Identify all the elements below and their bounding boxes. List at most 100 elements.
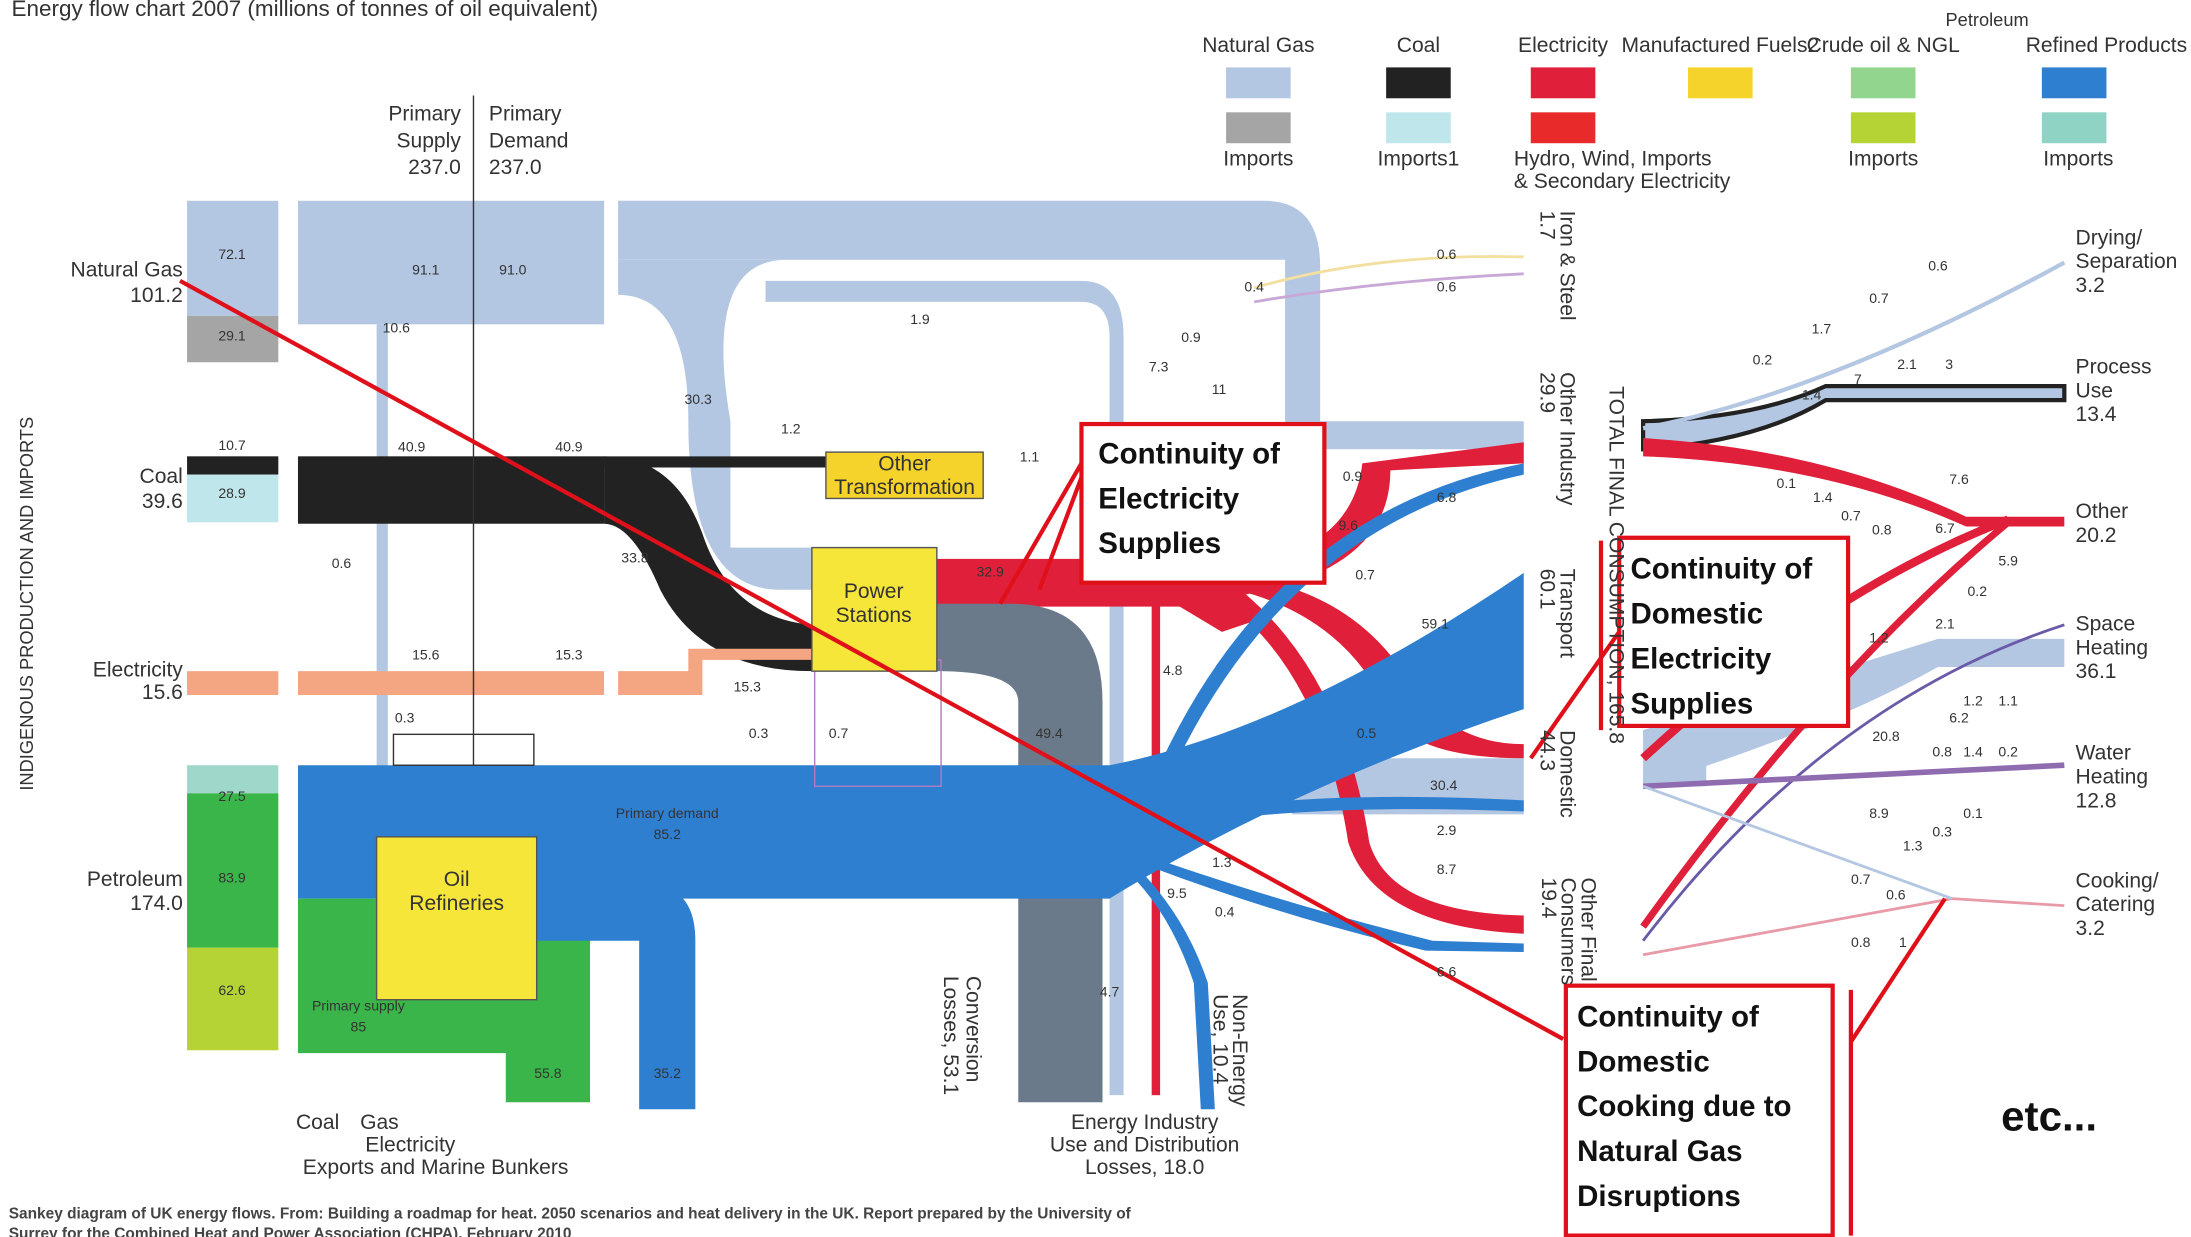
source-name: Natural Gas [71,259,183,282]
flow-label: 40.9 [555,439,583,455]
legend-label: Imports [1223,148,1293,171]
end-use-label: Drying/ [2076,226,2143,249]
legend-label: Electricity [1518,34,1609,57]
column-header: 237.0 [408,156,461,179]
flow-label: 15.3 [734,679,762,695]
nodes [375,451,984,1001]
flow-label: 1.4 [1963,743,1983,759]
flow-label: 0.5 [1357,725,1377,741]
flow-label: 15.3 [555,646,583,662]
flow-label: 85 [351,1018,367,1034]
source-part: 62.6 [218,982,246,998]
flow-label: 4.8 [1163,662,1183,678]
flow-label: 0.1 [1777,475,1797,491]
flow-label: 7.6 [1949,471,1969,487]
sector-label: Other Industry [1555,372,1578,506]
flow-label: 33.8 [621,550,649,566]
source-part: 29.1 [218,328,246,344]
flow-label: 0.6 [332,555,352,571]
legend-label: Refined Products [2026,34,2187,57]
end-use-label: Process [2076,355,2152,378]
flow-label: 1.3 [1903,837,1923,853]
node-label: Stations [836,604,912,627]
sector-label: 19.4 [1537,878,1560,919]
flow-label: 1.1 [1020,448,1040,464]
sector-label: 29.9 [1536,372,1559,413]
bottom-label: Exports and Marine Bunkers [303,1156,569,1179]
flow-label: 85.2 [654,826,682,842]
bottom-label: Non-Energy [1228,994,1251,1107]
flow-label: 6.2 [1949,710,1969,726]
callout-text: Continuity of [1577,1000,1759,1033]
flow-label: 0.6 [1928,257,1948,273]
source-total: 101.2 [130,284,183,307]
flow-label: 6.6 [1437,964,1457,980]
callout-text: Electricity [1630,642,1771,675]
source-total: 15.6 [142,681,183,704]
legend-label: Imports [1848,148,1918,171]
end-use-label: Heating [2076,636,2149,659]
flow-label: 0.7 [1355,566,1375,582]
flow-label: 0.3 [1932,823,1952,839]
source-part: 10.7 [218,437,246,453]
flow-label: 0.2 [1998,743,2018,759]
flow-label: 0.9 [1343,468,1363,484]
sector-label: Other Final [1576,878,1599,982]
end-use-label: Heating [2076,765,2149,788]
legend-label: Coal [1397,34,1440,57]
callout-lines [179,278,1947,1237]
flow-label: 40.9 [398,439,426,455]
bottom-label: Losses, 53.1 [939,976,962,1095]
callout-text: Natural Gas [1577,1135,1742,1168]
flow-label: 0.2 [1968,583,1988,599]
flow-label: 0.3 [395,710,415,726]
flow-label: 1.2 [1963,693,1983,709]
bottom-label: Gas [360,1111,399,1134]
sector-label: 44.3 [1536,730,1559,771]
flow-label: 2.1 [1897,356,1917,372]
callout-text: Supplies [1098,527,1221,560]
flow-label: 1.4 [1802,387,1822,403]
flow-label: 0.6 [1437,246,1457,262]
sector-label: Consumers [1557,878,1580,986]
node-label: Oil [444,868,470,891]
end-use-label: 3.2 [2076,274,2105,297]
flow-label: 9.5 [1167,885,1187,901]
callout-text: Continuity of [1630,552,1812,585]
flow-label: 5.9 [1998,552,2018,568]
end-use-label: 13.4 [2076,403,2117,426]
callout-text: Domestic [1577,1045,1710,1078]
flow-label: 9.6 [1338,517,1358,533]
node-box [825,451,984,500]
source-part: 28.9 [218,485,246,501]
flow-label: 15.6 [412,646,440,662]
flow-label: 0.7 [829,725,849,741]
callout-text: Supplies [1630,687,1753,720]
flow-label: 0.4 [1215,903,1235,919]
flow-label: 3 [1945,356,1953,372]
flow-label: 0.7 [1869,290,1889,306]
column-header: 237.0 [489,156,542,179]
source-part: 27.5 [218,788,246,804]
callout-text: Cooking due to [1577,1090,1791,1123]
callout-text: Electricity [1098,482,1239,515]
legend-label: Natural Gas [1202,34,1314,57]
caption: Surrey for the Combined Heat and Power A… [9,1225,572,1237]
source-total: 39.6 [142,490,183,513]
flow-label: 0.1 [1963,805,1983,821]
node-label: Refineries [409,892,504,915]
source-name: Coal [140,465,183,488]
sector-label: Transport [1555,569,1578,658]
column-header: Supply [396,129,461,152]
end-use-label: Space [2076,612,2136,635]
flow-label: 0.7 [1841,507,1861,523]
flow-label: 10.6 [383,319,411,335]
flow-label: 59.1 [1422,616,1450,632]
flow-label: Primary supply [312,997,405,1013]
sector-label: Domestic [1555,730,1578,818]
flow-label: 1.4 [1813,489,1833,505]
flow-label: 0.8 [1851,934,1871,950]
end-use-label: 36.1 [2076,660,2117,683]
